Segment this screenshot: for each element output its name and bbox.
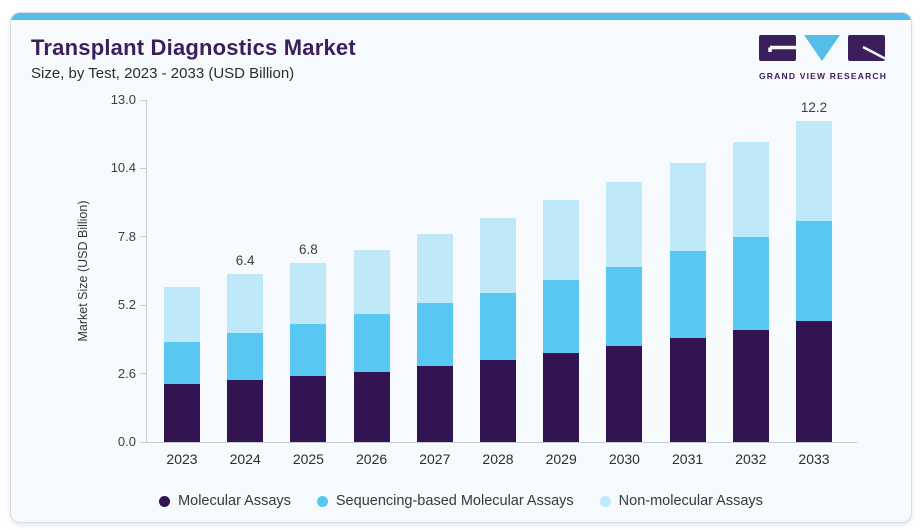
chart-card: Transplant Diagnostics Market Size, by T…: [10, 12, 912, 523]
y-tick-label: 13.0: [110, 92, 136, 107]
legend-label: Non-molecular Assays: [618, 493, 763, 509]
bar-segment: [543, 352, 580, 442]
x-axis-year-label: 2029: [545, 451, 577, 467]
y-tick-mark: [140, 236, 147, 238]
x-axis-year-label: 2033: [798, 451, 830, 467]
legend-dot-icon: [599, 495, 611, 507]
legend-dot-icon: [316, 495, 328, 507]
y-tick-label: 10.4: [110, 160, 136, 176]
y-tick-mark: [140, 373, 147, 375]
bar-segment: [796, 221, 832, 321]
bar-segment: [227, 273, 264, 333]
y-tick-mark: [140, 167, 147, 169]
y-tick-mark: [140, 304, 147, 306]
legend-label: Sequencing-based Molecular Assays: [335, 493, 574, 509]
bar-segment: [669, 163, 706, 252]
bar-segment: [606, 267, 643, 346]
bar-segment: [480, 293, 516, 361]
x-axis-year-label: 2032: [735, 451, 767, 467]
y-tick-label: 0.0: [117, 434, 136, 449]
bar-segment: [606, 181, 643, 268]
bar-segment: [416, 234, 453, 303]
y-tick-label: 5.2: [117, 297, 136, 313]
stacked-bar-chart: Market Size (USD Billion) 0.0 2.6 5.2 7.8 10…: [11, 13, 911, 522]
page-subtitle: Size, by Test, 2023 - 2033 (USD Billion): [31, 65, 295, 82]
bar-value-label: 6.4: [235, 252, 255, 268]
legend-dot-icon: [159, 495, 171, 507]
x-axis-year-label: 2031: [672, 451, 704, 467]
grand-view-research-logo: GRAND VIEW RESEARCH: [759, 35, 888, 81]
plot-area: 0.0 2.6 5.2 7.8 10.4 13.0 2023 6.4 2024 6.8 2025 20…: [111, 92, 857, 467]
y-tick-label: 2.6: [117, 365, 136, 381]
bar-segment: [353, 314, 390, 373]
bar-value-label: 12.2: [800, 100, 828, 116]
bar-segment: [480, 218, 516, 294]
chart-header: Transplant Diagnostics Market Size, by T…: [31, 35, 356, 82]
chart-legend: Molecular Assays Sequencing-based Molecul…: [11, 493, 911, 509]
bar-value-label: 6.8: [299, 242, 318, 258]
bar-segment: [796, 121, 832, 222]
bar-segment: [353, 249, 390, 315]
bar-segment: [416, 365, 453, 442]
bar-segment: [732, 142, 769, 237]
bar-segment: [606, 345, 643, 442]
gvr-logo-icon: [759, 35, 886, 61]
y-axis-title: Market Size (USD Billion): [76, 200, 90, 342]
bar-segment: [416, 302, 453, 366]
bar-segment: [669, 338, 706, 442]
x-axis-year-label: 2026: [356, 451, 388, 467]
x-axis-year-label: 2023: [166, 451, 198, 467]
bar-segment: [227, 380, 264, 442]
bar-segment: [353, 372, 390, 442]
card-accent-bar: [11, 13, 911, 20]
legend-label: Molecular Assays: [178, 493, 291, 509]
bar-segment: [290, 323, 327, 377]
legend-item: Non-molecular Assays: [599, 493, 763, 509]
bar-segment: [164, 384, 200, 442]
bar-segment: [290, 376, 327, 442]
legend-item: Sequencing-based Molecular Assays: [316, 493, 574, 509]
bar-segment: [164, 342, 200, 385]
x-axis-year-label: 2028: [482, 451, 514, 467]
x-axis-year-label: 2030: [608, 451, 640, 467]
bar-segment: [543, 280, 580, 353]
bar-segment: [732, 330, 769, 442]
bar-segment: [732, 236, 769, 331]
x-axis-year-label: 2027: [419, 451, 451, 467]
y-tick-mark: [140, 441, 147, 443]
bar-segment: [227, 332, 264, 381]
x-axis-year-label: 2025: [292, 451, 324, 467]
bar-segment: [669, 251, 706, 339]
bar-segment: [543, 199, 580, 281]
y-tick-label: 7.8: [117, 228, 136, 244]
y-tick-mark: [140, 99, 147, 101]
bar-segment: [290, 263, 327, 324]
x-axis-year-label: 2024: [229, 451, 261, 467]
bar-segment: [796, 321, 832, 442]
bar-segment: [164, 286, 200, 343]
logo-text: GRAND VIEW RESEARCH: [759, 71, 888, 81]
legend-item: Molecular Assays: [159, 493, 291, 509]
bar-segment: [480, 360, 516, 442]
page-title: Transplant Diagnostics Market: [31, 35, 356, 60]
